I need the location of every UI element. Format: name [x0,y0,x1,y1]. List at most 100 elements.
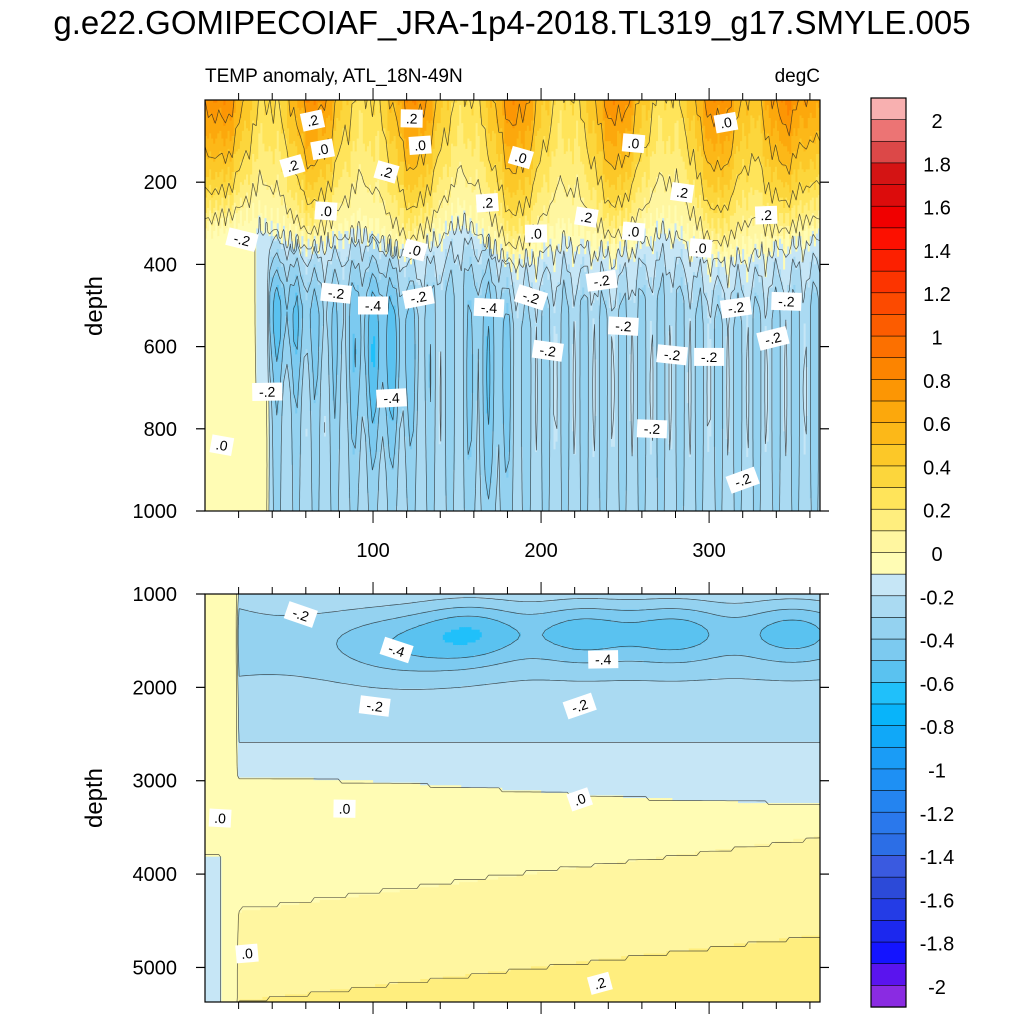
heatmap-cell [448,231,452,250]
heatmap-cell [440,179,444,209]
heatmap-cell [405,981,409,1002]
heatmap-cell [762,100,766,132]
heatmap-cell [266,397,270,511]
heatmap-cell [672,105,676,152]
heatmap-cell [248,184,251,206]
heatmap-cell [783,146,786,168]
heatmap-cell [264,594,268,615]
heatmap-cell [615,169,618,191]
heatmap-cell [348,989,352,1002]
heatmap-cell [670,292,673,327]
heatmap-cell [434,164,438,194]
heatmap-cell [785,225,788,235]
heatmap-cell [756,238,760,250]
heatmap-cell [602,864,606,960]
heatmap-cell [518,614,522,633]
heatmap-cell [379,302,382,399]
heatmap-cell [584,241,587,255]
heatmap-cell [684,100,688,132]
heatmap-cell [731,215,735,237]
heatmap-cell [256,741,259,779]
heatmap-cell [547,246,550,258]
heatmap-cell [498,599,501,610]
heatmap-cell [485,599,489,610]
y-tick-label: 200 [144,172,177,194]
heatmap-cell [645,100,649,122]
heatmap-cell [631,454,635,511]
heatmap-cell [309,100,313,122]
heatmap-cell [764,451,768,511]
heatmap-cell [668,331,671,445]
heatmap-cell [461,685,464,743]
heatmap-cell [276,266,280,286]
heatmap-cell [516,874,520,970]
heatmap-cell [424,228,427,242]
heatmap-cell [459,100,462,106]
heatmap-cell [360,287,364,420]
heatmap-cell [217,225,220,237]
heatmap-cell [373,279,376,299]
heatmap-cell [471,973,475,1002]
heatmap-cell [664,110,667,155]
heatmap-cell [414,184,417,204]
heatmap-cell [524,968,528,1002]
heatmap-cell [309,741,313,779]
heatmap-cell [319,169,323,188]
heatmap-cell [428,785,432,888]
heatmap-cell [307,594,311,615]
heatmap-cell [412,169,415,191]
heatmap-cell [289,777,292,906]
contour-label-bg [713,111,739,134]
heatmap-cell [241,225,245,511]
heatmap-cell [426,688,430,743]
y-tick-label: 600 [144,337,177,359]
heatmap-cell [280,171,284,206]
heatmap-cell [651,295,655,348]
heatmap-cell [565,647,569,664]
heatmap-cell [752,195,755,227]
heatmap-cell [512,741,516,791]
heatmap-cell [561,100,565,140]
heatmap-cell [385,667,389,689]
heatmap-cell [473,667,477,687]
heatmap-cell [430,120,434,147]
heatmap-cell [563,192,567,224]
heatmap-cell [727,246,731,260]
heatmap-cell [795,200,799,219]
heatmap-cell [481,241,485,271]
heatmap-cell [465,246,468,273]
heatmap-cell [371,233,374,255]
heatmap-cell [364,300,368,376]
contour-label: -.2 [725,466,760,494]
heatmap-cell [436,184,440,212]
heatmap-cell [455,184,458,214]
heatmap-cell [504,611,507,626]
heatmap-cell [350,433,354,511]
heatmap-cell [690,120,694,158]
heatmap-cell [260,907,263,1001]
heatmap-cell [500,243,503,263]
heatmap-cell [545,292,548,511]
heatmap-cell [221,138,225,155]
heatmap-cell [594,866,598,962]
heatmap-cell [459,741,462,786]
heatmap-cell [346,284,350,404]
heatmap-cell [559,594,563,600]
heatmap-cell [410,259,413,265]
heatmap-cell [506,877,509,972]
heatmap-cell [375,688,378,743]
heatmap-cell [522,313,526,511]
heatmap-cell [803,105,807,129]
heatmap-cell [713,192,717,214]
heatmap-cell [410,629,413,656]
heatmap-cell [496,246,499,255]
heatmap-cell [586,231,589,242]
heatmap-cell [731,256,735,291]
heatmap-cell [576,218,579,248]
heatmap-cell [559,177,563,230]
heatmap-cell [319,680,323,743]
heatmap-cell [250,611,253,677]
heatmap-cell [401,100,405,111]
heatmap-cell [319,991,323,1002]
heatmap-cell [422,223,425,240]
